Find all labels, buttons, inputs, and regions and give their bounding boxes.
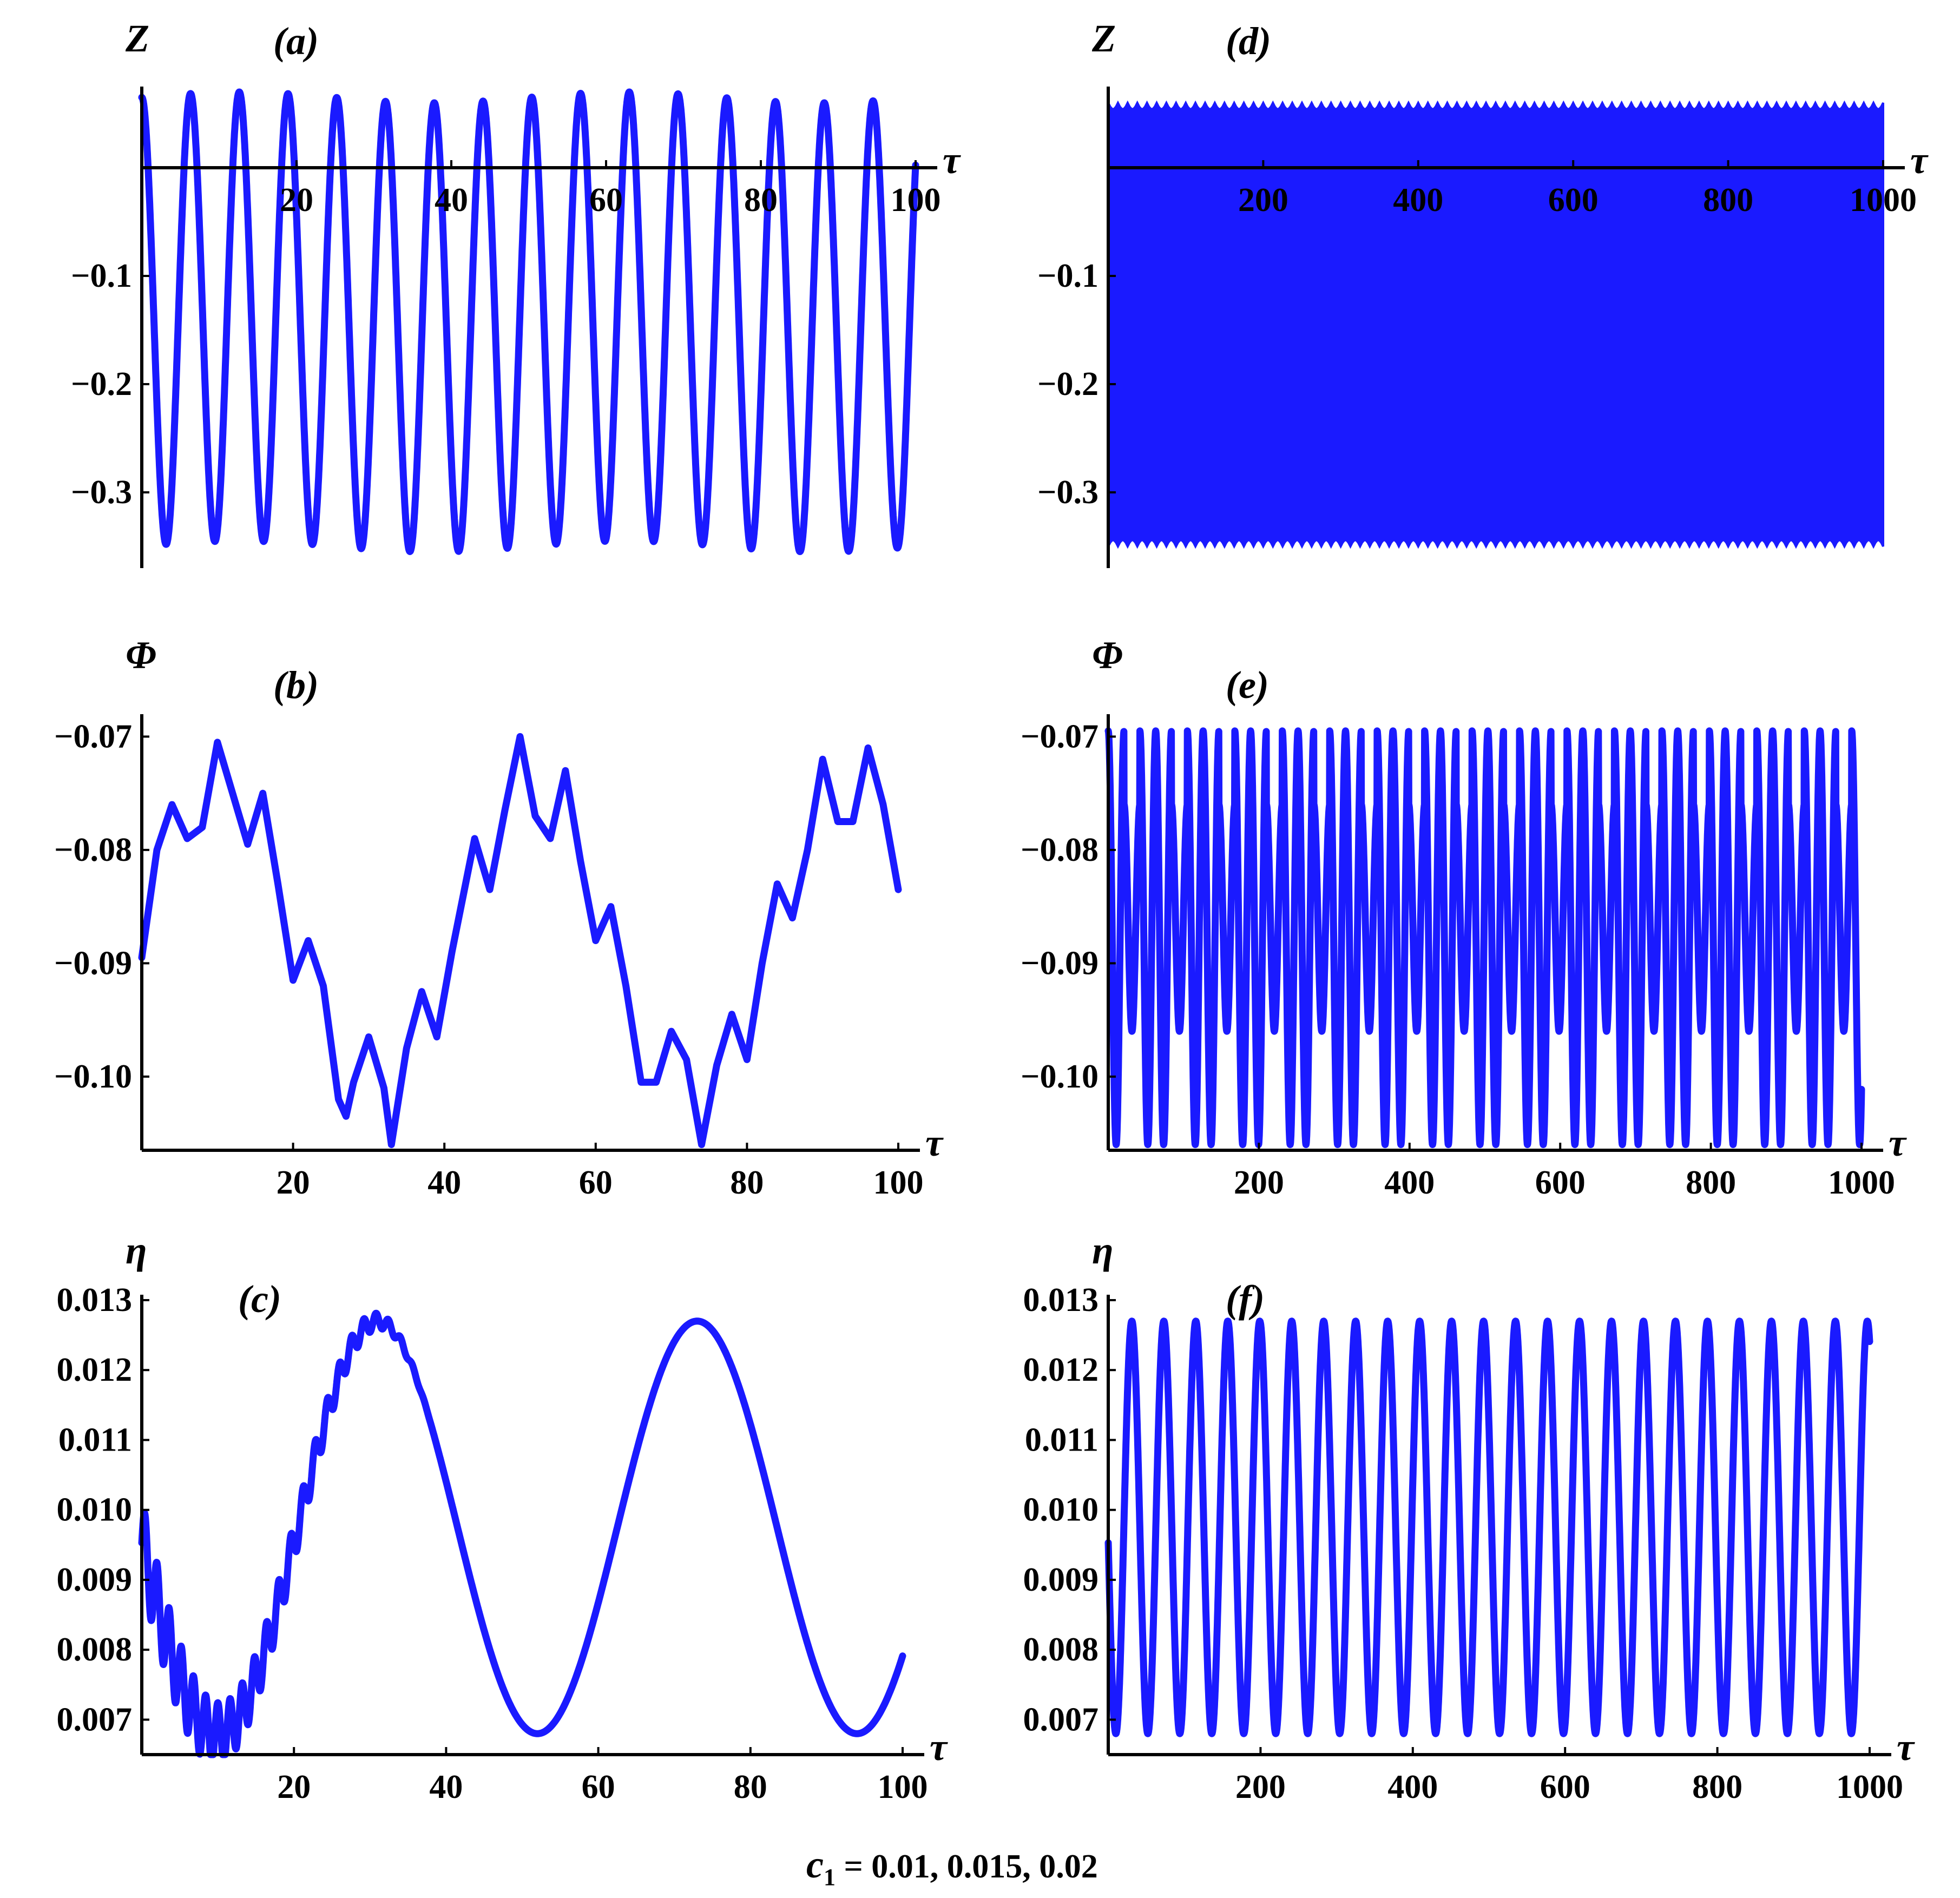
panel-label-c: (c): [238, 1277, 281, 1321]
x-tick-label-a-0: 20: [280, 182, 313, 219]
panel-b: 20 40 60 80 100 −0.07 −0.08 −0.09 −0.10 Φτ (b): [54, 634, 944, 1201]
y-tick-label-d-0: −0.1: [1037, 258, 1099, 294]
y-tick-label-f-2: 0.009: [1023, 1561, 1099, 1598]
x-tick-label-a-2: 60: [589, 182, 623, 219]
x-tick-label-b-2: 60: [579, 1164, 613, 1201]
y-tick-label-e-2: −0.09: [1021, 945, 1099, 981]
x-tick-label-e-1: 400: [1384, 1164, 1435, 1201]
x-tick-label-f-4: 1000: [1836, 1769, 1903, 1805]
y-tick-label-f-6: 0.013: [1023, 1282, 1099, 1319]
y-tick-label-c-2: 0.009: [57, 1561, 133, 1598]
y-tick-label-b-1: −0.08: [54, 832, 132, 868]
x-tick-label-b-4: 100: [873, 1164, 924, 1201]
x-axis-name-a: τ: [943, 139, 961, 182]
panel-label-b: (b): [273, 663, 319, 707]
y-tick-label-f-5: 0.012: [1023, 1352, 1099, 1388]
panel-c: 20 40 60 80 100 0.007 0.008 0.009 0.010 0.011 0.01…: [57, 1229, 949, 1805]
y-tick-label-b-3: −0.10: [54, 1058, 132, 1095]
y-tick-label-f-3: 0.010: [1023, 1492, 1099, 1528]
x-tick-label-d-4: 1000: [1850, 182, 1917, 219]
x-tick-label-b-1: 40: [427, 1164, 461, 1201]
y-tick-label-d-1: −0.2: [1037, 366, 1099, 403]
x-tick-label-e-2: 600: [1535, 1164, 1586, 1201]
y-tick-label-f-0: 0.007: [1023, 1701, 1099, 1738]
x-tick-label-a-1: 40: [435, 182, 468, 219]
y-tick-label-a-0: −0.1: [71, 258, 132, 294]
y-tick-label-b-0: −0.07: [54, 718, 132, 755]
x-tick-label-d-1: 400: [1393, 182, 1443, 219]
x-tick-label-b-0: 20: [277, 1164, 310, 1201]
x-tick-label-c-1: 40: [429, 1769, 463, 1805]
x-tick-label-f-2: 600: [1540, 1769, 1590, 1805]
y-tick-label-e-1: −0.08: [1021, 832, 1099, 868]
y-axis-name-a: Z: [125, 17, 149, 60]
y-tick-label-f-4: 0.011: [1025, 1421, 1099, 1458]
x-tick-label-b-3: 80: [730, 1164, 764, 1201]
x-axis-name-f: τ: [1897, 1725, 1915, 1769]
y-axis-name-f: η: [1092, 1229, 1114, 1272]
x-tick-label-e-3: 800: [1686, 1164, 1736, 1201]
x-tick-label-f-3: 800: [1692, 1769, 1742, 1805]
x-axis-name-b: τ: [925, 1121, 944, 1164]
y-tick-label-c-3: 0.010: [57, 1492, 133, 1528]
y-axis-name-b: Φ: [126, 634, 156, 677]
series-e-0: [1104, 727, 1865, 1148]
panel-label-f: (f): [1226, 1277, 1265, 1321]
y-tick-label-d-2: −0.3: [1037, 474, 1099, 511]
caption-values: = 0.01, 0.015, 0.02: [836, 1848, 1098, 1885]
figure-caption: c1 = 0.01, 0.015, 0.02: [806, 1843, 1098, 1890]
y-tick-label-a-2: −0.3: [71, 474, 132, 511]
y-tick-label-c-0: 0.007: [57, 1701, 133, 1738]
series-c-0: [138, 1309, 906, 1758]
x-tick-label-d-2: 600: [1548, 182, 1599, 219]
x-tick-label-c-4: 100: [878, 1769, 928, 1805]
series-b-0: [138, 733, 902, 1148]
series-a-0: [138, 88, 919, 555]
panel-label-d: (d): [1226, 19, 1271, 63]
x-axis-name-c: τ: [930, 1725, 948, 1769]
x-tick-label-f-0: 200: [1235, 1769, 1286, 1805]
y-tick-label-b-2: −0.09: [54, 945, 132, 981]
caption-subscript: 1: [824, 1864, 836, 1890]
y-tick-label-e-3: −0.10: [1021, 1058, 1099, 1095]
panel-label-a: (a): [273, 19, 319, 63]
x-tick-label-d-0: 200: [1238, 182, 1288, 219]
y-tick-label-c-1: 0.008: [57, 1631, 133, 1668]
x-tick-label-c-3: 80: [734, 1769, 767, 1805]
y-tick-label-c-6: 0.013: [57, 1282, 133, 1319]
x-tick-label-f-1: 400: [1387, 1769, 1438, 1805]
panel-f: 200 400 600 800 1000 0.007 0.008 0.009 0.010 0.01…: [1023, 1229, 1916, 1805]
series-f-0: [1104, 1317, 1873, 1737]
y-tick-label-a-1: −0.2: [71, 366, 132, 403]
panel-d: 200 400 600 800 1000 −0.1 −0.2 −0.3 Zτ (d): [1037, 17, 1929, 568]
x-tick-label-d-3: 800: [1703, 182, 1753, 219]
x-tick-label-e-0: 200: [1234, 1164, 1284, 1201]
x-axis-name-e: τ: [1889, 1121, 1907, 1164]
y-tick-label-e-0: −0.07: [1021, 718, 1099, 755]
x-tick-label-a-4: 100: [891, 182, 941, 219]
panel-label-e: (e): [1226, 663, 1269, 707]
panel-e: 200 400 600 800 1000 −0.07 −0.08 −0.09 −0.10 Φτ (e…: [1021, 634, 1907, 1201]
x-tick-label-e-4: 1000: [1828, 1164, 1895, 1201]
y-axis-name-c: η: [126, 1229, 147, 1272]
y-tick-label-c-5: 0.012: [57, 1352, 133, 1388]
x-tick-label-c-0: 20: [277, 1769, 311, 1805]
y-axis-name-e: Φ: [1092, 634, 1123, 677]
x-tick-label-c-2: 60: [582, 1769, 615, 1805]
y-tick-label-c-4: 0.011: [58, 1421, 132, 1458]
panel-a: 20 40 60 80 100 −0.1 −0.2 −0.3 Zτ (a): [71, 17, 961, 568]
series-d-0: [1107, 100, 1884, 549]
y-tick-label-f-1: 0.008: [1023, 1631, 1099, 1668]
caption-prefix: c: [806, 1843, 824, 1886]
y-axis-name-d: Z: [1091, 17, 1116, 60]
x-tick-label-a-3: 80: [744, 182, 778, 219]
x-axis-name-d: τ: [1910, 139, 1929, 182]
